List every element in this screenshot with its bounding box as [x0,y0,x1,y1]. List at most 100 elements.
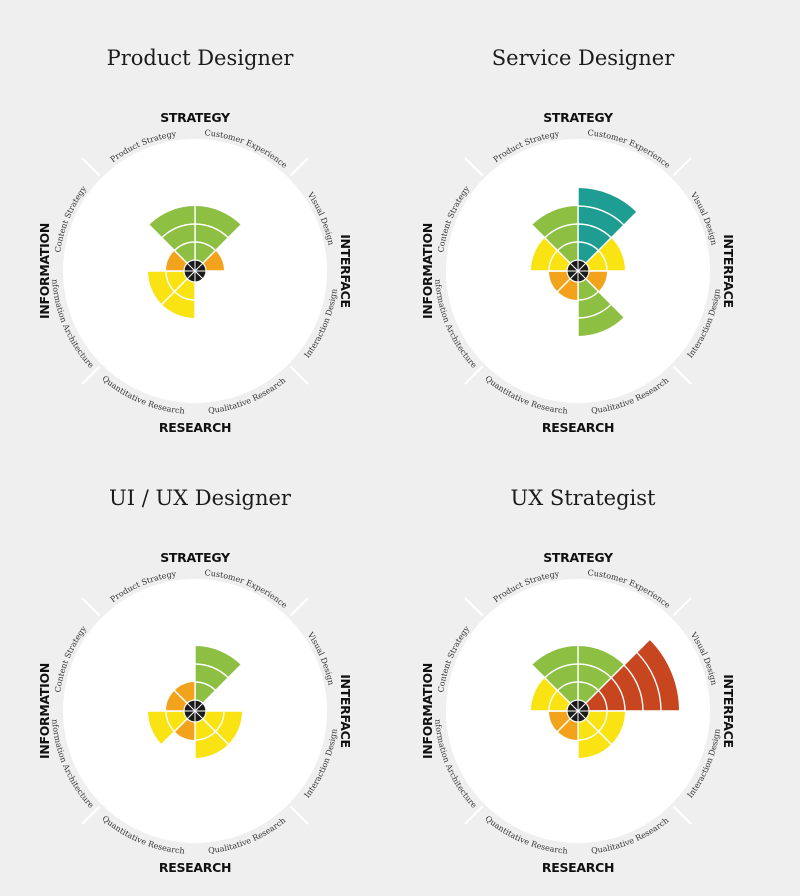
ring-line [610,677,626,712]
category-label-bottom: RESEARCH [542,420,614,435]
category-label-top: STRATEGY [543,110,614,125]
ring-line [194,223,229,239]
ring-line [623,664,644,712]
panel-product-designer: Product Designer Customer Experience Visu… [0,0,400,448]
skill-sector-1 [578,188,637,264]
sector-edge [531,224,571,264]
sector-edge [202,249,217,264]
ring-line [556,241,579,252]
skill-sector-2 [202,250,224,271]
ring-line [194,681,217,692]
skill-sector-5 [161,278,195,318]
skill-sector-1 [195,646,241,704]
quadrant-divider [672,365,692,385]
quadrant-divider [464,157,484,177]
ring-line [577,223,612,239]
quadrant-divider [289,157,309,177]
panel-ui-ux-designer: UI / UX Designer Customer Experience Visu… [0,440,400,888]
skill-sector-8 [532,206,578,264]
ring-line [577,205,625,226]
ring-line [544,663,579,679]
sector-edge [556,718,571,733]
sector-edge [531,664,571,704]
chart-title: Service Designer [491,46,675,70]
quadrant-divider [464,365,484,385]
skill-sector-6 [549,711,571,732]
quadrant-divider [464,597,484,617]
ring-line [173,290,196,301]
skill-sector-5 [557,718,578,740]
category-label-top: STRATEGY [543,550,614,565]
ring-line [548,249,559,272]
ring-line [165,270,176,293]
ring-line [577,241,600,252]
ring-line [194,663,229,679]
ring-line [544,223,579,239]
skill-sector-6 [148,271,188,305]
quadrant-divider [672,805,692,825]
quadrant-divider [289,365,309,385]
category-label-right: INTERFACE [721,234,736,308]
chart-title: UI / UX Designer [109,486,291,510]
category-label-left: INFORMATION [420,663,435,759]
quadrant-divider [289,805,309,825]
panel-ux-strategist: UX Strategist Customer Experience Visual … [383,440,783,888]
skill-sector-7 [531,677,571,711]
category-label-bottom: RESEARCH [159,420,231,435]
quadrant-divider [81,365,101,385]
hub-spoke [569,262,587,280]
skill-sector-7 [166,690,188,711]
skill-sector-1 [578,646,624,704]
skill-sector-4 [578,278,624,336]
ring-line [577,730,600,741]
category-label-bottom: RESEARCH [542,860,614,875]
category-label-left: INFORMATION [37,663,52,759]
sector-edge [202,718,229,745]
sector-edge [556,278,571,293]
quadrant-divider [289,597,309,617]
skill-sector-4 [578,718,612,758]
ring-line [577,290,600,301]
category-label-left: INFORMATION [37,223,52,319]
ring-line [597,249,608,272]
chart-title: UX Strategist [510,486,656,510]
sector-edge [585,718,612,745]
skill-sector-6 [148,711,188,745]
sector-edge [161,718,188,745]
category-label-left: INFORMATION [420,223,435,319]
sector-edge [585,237,612,264]
ring-line [577,681,600,692]
skill-sector-5 [174,718,195,740]
quadrant-divider [81,157,101,177]
ring-line [597,689,608,712]
hub-spoke [186,262,204,280]
ring-line [173,241,196,252]
ring-line [194,241,217,252]
skill-sector-3 [202,711,242,745]
quadrant-divider [464,805,484,825]
chart-title: Product Designer [106,46,294,70]
skill-sector-4 [195,718,229,758]
ring-line [577,303,612,319]
skill-sector-2 [585,237,625,271]
quadrant-divider [81,597,101,617]
ring-line [577,663,612,679]
ring-line [548,689,559,712]
category-label-top: STRATEGY [160,110,231,125]
ring-line [161,223,196,239]
category-label-top: STRATEGY [160,550,231,565]
skill-sector-5 [557,278,578,300]
skill-sector-1 [195,206,241,264]
sector-edge [148,224,188,264]
sector-edge [161,278,188,305]
ring-line [636,651,662,712]
skill-sector-8 [149,206,195,264]
skill-sector-3 [585,711,625,745]
category-label-right: INTERFACE [338,674,353,748]
category-label-bottom: RESEARCH [159,860,231,875]
